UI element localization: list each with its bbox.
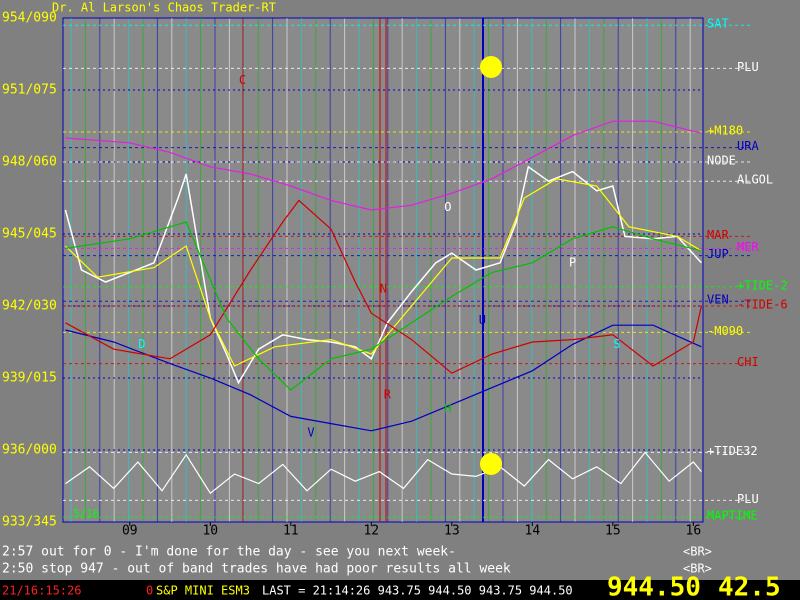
x-tick-label: 10	[202, 524, 218, 539]
message: 2:57 out for 0 - I'm done for the day - …	[2, 545, 456, 560]
planet-label: MER	[737, 240, 759, 254]
br-button[interactable]: <BR>	[683, 545, 712, 559]
y-tick-label: 948/060	[2, 155, 57, 170]
annotation: P	[569, 255, 576, 269]
plot-area	[62, 17, 704, 523]
x-tick-label: 16	[686, 524, 702, 539]
series-line	[64, 178, 702, 367]
x-tick-label: 14	[525, 524, 541, 539]
planet-label: CHI	[737, 355, 759, 369]
planet-label: MAPTIME	[707, 509, 758, 523]
planet-label: MAR	[707, 228, 729, 242]
status-flag: 0	[146, 584, 153, 598]
y-tick-label: 939/015	[2, 371, 57, 386]
annotation: O	[444, 200, 451, 214]
planet-label: URA	[737, 139, 759, 153]
planet-label: ALGOL	[737, 173, 773, 187]
annotation: U	[479, 313, 486, 327]
y-tick-label: 933/345	[2, 515, 57, 530]
series-line	[65, 199, 702, 374]
series-line	[65, 221, 702, 391]
status-last: LAST = 21:14:26 943.75 944.50 943.75 944…	[262, 584, 573, 598]
sun-marker	[480, 56, 502, 78]
planet-label: SAT	[707, 17, 729, 31]
annotation: S	[613, 337, 620, 351]
planet-label: +TIDE-2	[737, 278, 788, 292]
annotation: N	[380, 282, 387, 296]
x-tick-label: 09	[122, 524, 138, 539]
annotation: V	[307, 426, 314, 440]
status-symbol: S&P MINI ESM3	[156, 584, 250, 598]
y-tick-label: 942/030	[2, 299, 57, 314]
y-tick-label: 954/090	[2, 11, 57, 26]
planet-label: PLU	[737, 60, 759, 74]
series-line	[65, 120, 702, 211]
sun-marker	[480, 453, 502, 475]
annotation: D	[138, 337, 145, 351]
planet-label: -TIDE-6	[737, 298, 788, 312]
app-title: Dr. Al Larson's Chaos Trader-RT	[52, 1, 276, 15]
planet-label: PLU	[737, 492, 759, 506]
planet-label: JUP	[707, 247, 729, 261]
planet-label: -M090	[707, 324, 743, 338]
series-line	[65, 451, 702, 495]
x-tick-label: 12	[363, 524, 379, 539]
planet-label: +TIDE32	[707, 444, 758, 458]
annotation: R	[384, 387, 392, 401]
annotation: H	[444, 402, 451, 416]
status-time: 21/16:15:26	[2, 584, 81, 598]
y-tick-label: 951/075	[2, 83, 57, 98]
status-bar	[0, 580, 800, 600]
status-change: 42.5	[718, 573, 781, 600]
x-tick-label: 15	[605, 524, 621, 539]
br-button[interactable]: <BR>	[683, 562, 712, 576]
annotation: C	[239, 73, 246, 87]
y-tick-label: 936/000	[2, 443, 57, 458]
x-tick-label: 13	[444, 524, 460, 539]
plot: 954/090 951/075 948/060 945/045 942/030 939/0…	[2, 11, 788, 539]
x-tick-label: 11	[283, 524, 299, 539]
message: 2:50 stop 947 - out of band trades have …	[2, 562, 511, 577]
y-tick-label: 945/045	[2, 227, 57, 242]
planet-label: NODE	[707, 154, 736, 168]
planet-label: +M180	[707, 124, 743, 138]
status-price: 944.50	[607, 573, 701, 600]
series-line	[65, 324, 702, 432]
date-label: 5/16	[73, 507, 100, 520]
planet-label: VEN	[707, 293, 729, 307]
